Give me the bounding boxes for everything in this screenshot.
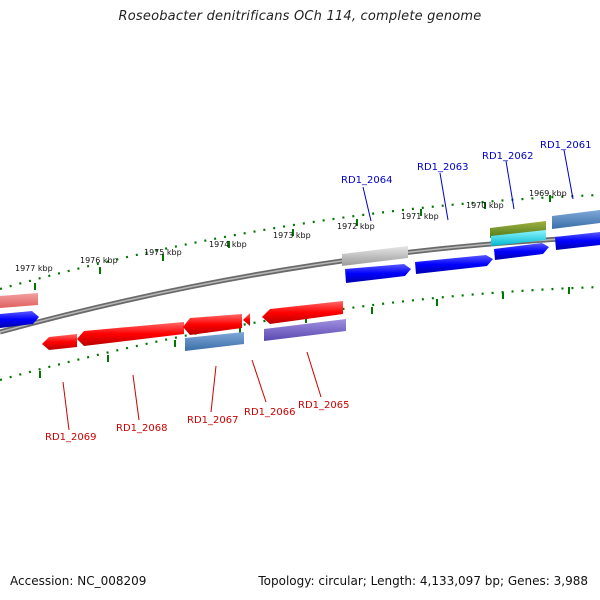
tick-label: 1973 kbp	[273, 231, 311, 240]
cds-arrow	[555, 232, 600, 250]
gene-label-rd1-2068[interactable]: RD1_2068	[116, 423, 167, 434]
forward-cds-features	[0, 232, 600, 328]
feature-block	[342, 246, 408, 266]
tick-label: 1975 kbp	[144, 248, 182, 257]
tick-label: 1971 kbp	[401, 212, 439, 221]
tick-track-reverse	[0, 285, 600, 382]
forward-misc-features	[0, 210, 600, 308]
cds-arrow	[42, 334, 77, 350]
tick-label: 1972 kbp	[337, 222, 375, 231]
tick-label: 1977 kbp	[15, 264, 53, 273]
gene-label-rd1-2065[interactable]: RD1_2065	[298, 400, 349, 411]
gene-label-rd1-2064[interactable]: RD1_2064	[341, 175, 392, 186]
gene-label-rd1-2066[interactable]: RD1_2066	[244, 407, 295, 418]
gene-label-rd1-2061[interactable]: RD1_2061	[540, 140, 591, 151]
map-title: Roseobacter denitrificans OCh 114, compl…	[118, 9, 482, 24]
gene-label-rd1-2062[interactable]: RD1_2062	[482, 151, 533, 162]
cds-arrow	[183, 314, 242, 335]
tick-label: 1976 kbp	[80, 256, 118, 265]
feature-block	[552, 210, 600, 229]
tick-label: 1969 kbp	[529, 189, 567, 198]
cds-arrow	[345, 264, 411, 283]
cds-arrow	[77, 322, 184, 346]
feature-block	[185, 332, 244, 351]
tick-label: 1970 kbp	[466, 201, 504, 210]
feature-block	[490, 221, 546, 238]
reverse-label-leaders	[62, 351, 322, 431]
reverse-misc-features	[185, 319, 346, 351]
tick-track-forward	[0, 193, 600, 291]
feature-block	[0, 293, 38, 308]
accession-text: Accession: NC_008209	[10, 574, 147, 588]
forward-label-leaders	[362, 149, 574, 222]
topology-text: Topology: circular; Length: 4,133,097 bp…	[258, 574, 588, 588]
gene-label-rd1-2063[interactable]: RD1_2063	[417, 162, 468, 173]
cds-arrow	[0, 311, 39, 328]
gene-label-rd1-2069[interactable]: RD1_2069	[45, 432, 96, 443]
tick-label: 1974 kbp	[209, 240, 247, 249]
cds-arrow	[415, 255, 493, 274]
cds-arrow	[262, 301, 343, 324]
cds-arrow	[243, 313, 250, 326]
reverse-cds-features	[42, 301, 343, 350]
gene-label-rd1-2067[interactable]: RD1_2067	[187, 415, 238, 426]
feature-block	[491, 230, 546, 246]
feature-block	[264, 319, 346, 341]
cds-arrow	[494, 243, 549, 260]
